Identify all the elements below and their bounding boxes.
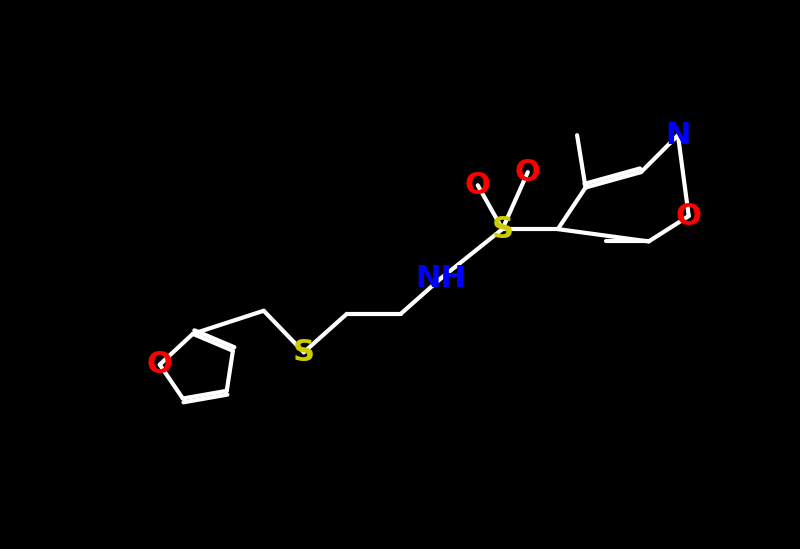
Text: S: S <box>293 338 314 367</box>
Text: O: O <box>147 350 173 379</box>
Text: O: O <box>676 201 702 231</box>
Text: O: O <box>465 171 490 200</box>
Text: N: N <box>666 121 690 150</box>
Text: S: S <box>491 215 514 244</box>
Text: O: O <box>515 158 541 187</box>
Text: NH: NH <box>415 264 466 293</box>
